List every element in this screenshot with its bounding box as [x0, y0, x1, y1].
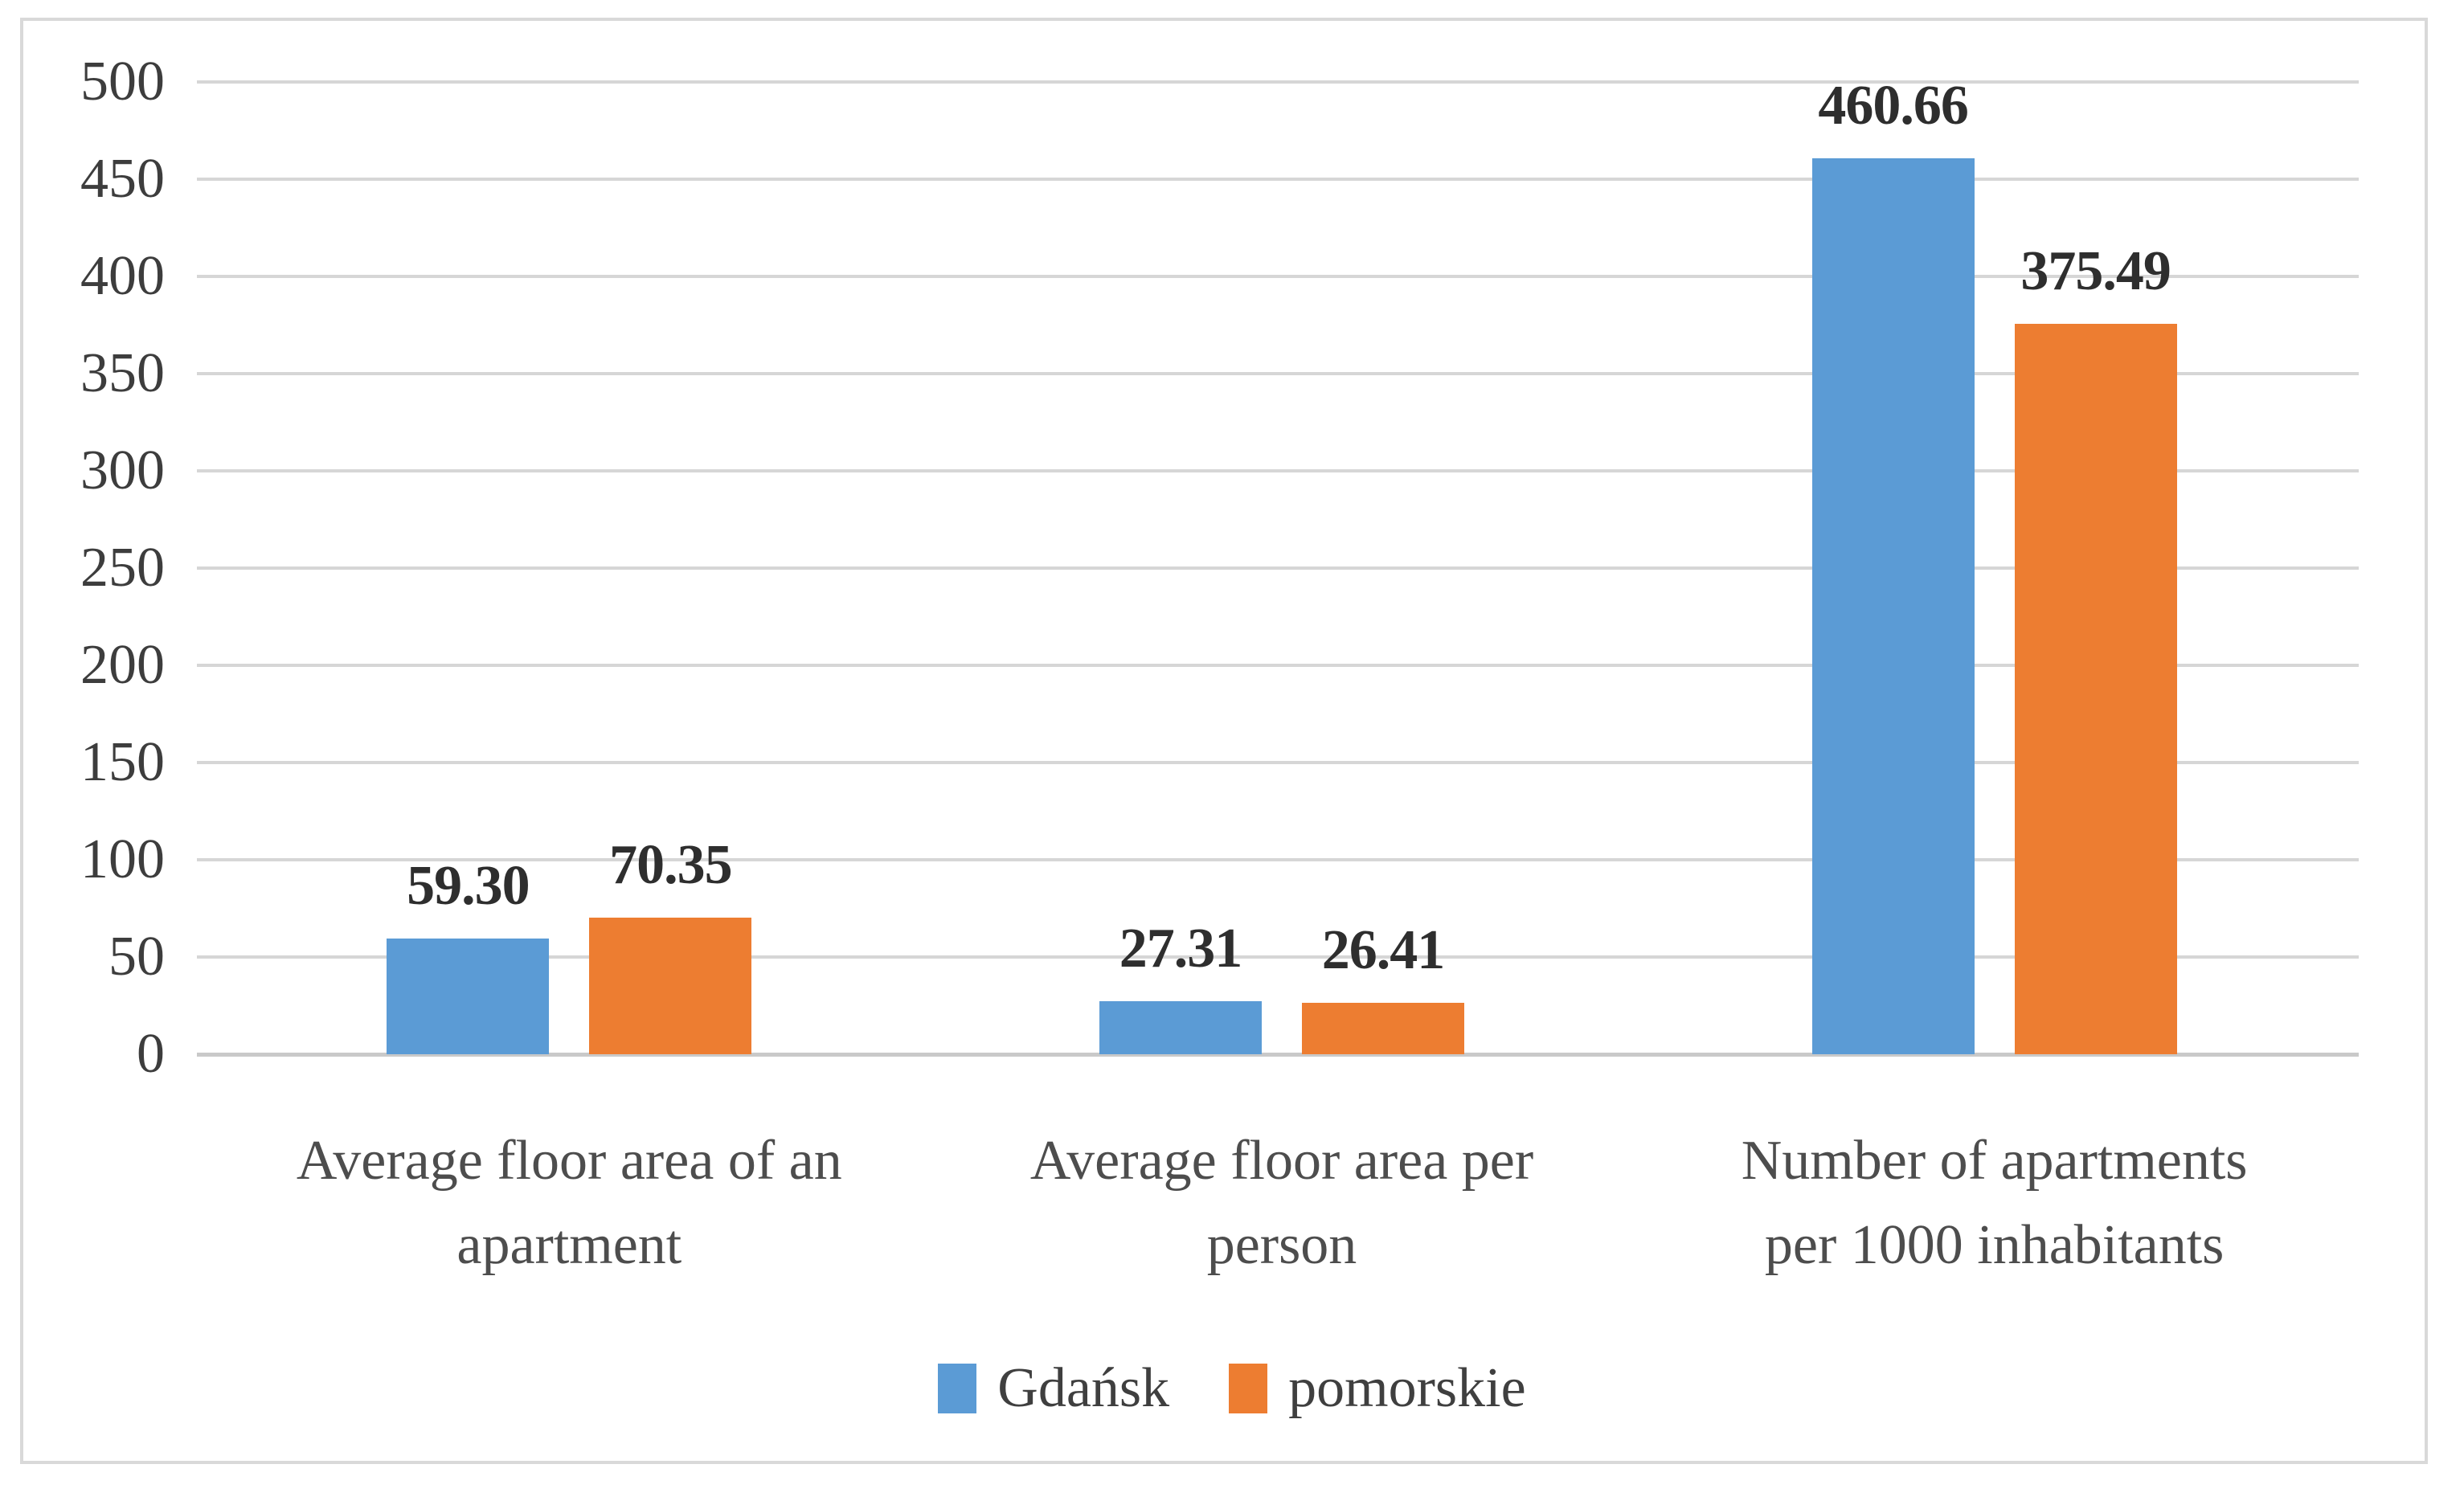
y-tick-label: 450	[80, 148, 165, 210]
category-label: Average floor area per person	[944, 1119, 1619, 1287]
y-tick-label: 250	[80, 537, 165, 599]
bar-value-label: 460.66	[1818, 75, 1969, 137]
legend-label: Gdańsk	[997, 1357, 1170, 1419]
legend-item-pomorskie: pomorskie	[1229, 1360, 1526, 1417]
gridline	[197, 858, 2359, 861]
legend-swatch	[938, 1364, 977, 1413]
y-tick-label: 300	[80, 440, 165, 501]
bar-value-label: 59.30	[407, 855, 530, 918]
category-label-line: Number of apartments	[1741, 1130, 2248, 1192]
y-tick-label: 500	[80, 51, 165, 112]
bar-value-label: 26.41	[1321, 919, 1446, 982]
category-label-line: per 1000 inhabitants	[1764, 1214, 2225, 1276]
category-label-line: Average floor area of an	[296, 1130, 842, 1192]
gridline	[197, 469, 2359, 472]
gridline	[197, 372, 2359, 375]
legend-item-gdańsk: Gdańsk	[938, 1360, 1169, 1417]
bar-gdańsk	[1811, 158, 1975, 1054]
gridline	[197, 955, 2359, 959]
gridline	[197, 664, 2359, 667]
gridline	[197, 275, 2359, 278]
gridline	[197, 80, 2359, 84]
gridline	[197, 178, 2359, 181]
legend-label: pomorskie	[1288, 1357, 1526, 1419]
bar-value-label: 27.31	[1119, 917, 1243, 980]
x-axis-line	[197, 1053, 2359, 1057]
bar-gdańsk	[1099, 1000, 1262, 1054]
gridline	[197, 761, 2359, 764]
y-tick-label: 400	[80, 245, 165, 307]
gridline	[197, 566, 2359, 570]
category-label-line: person	[1206, 1214, 1357, 1276]
bar-pomorskie	[2014, 324, 2177, 1054]
y-tick-label: 50	[108, 926, 165, 988]
bar-value-label: 70.35	[609, 833, 733, 896]
category-label-line: Average floor area per	[1029, 1130, 1534, 1192]
category-label-line: apartment	[456, 1214, 682, 1276]
bar-value-label: 375.49	[2020, 240, 2171, 303]
chart-legend: Gdańsk pomorskie	[0, 1355, 2464, 1422]
y-tick-label: 0	[137, 1023, 165, 1085]
category-label: Number of apartments per 1000 inhabitants	[1657, 1119, 2332, 1287]
y-tick-label: 350	[80, 342, 165, 404]
category-label: Average floor area of an apartment	[231, 1119, 907, 1287]
y-tick-label: 150	[80, 731, 165, 793]
legend-swatch	[1229, 1364, 1268, 1413]
bar-gdańsk	[387, 939, 550, 1054]
y-tick-label: 100	[80, 828, 165, 890]
y-tick-label: 200	[80, 634, 165, 696]
bar-pomorskie	[589, 917, 752, 1054]
bar-pomorskie	[1302, 1003, 1464, 1054]
